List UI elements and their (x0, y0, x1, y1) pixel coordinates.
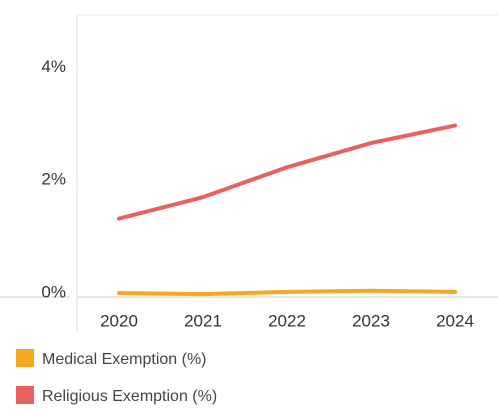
y-tick-label: 2% (41, 170, 66, 189)
y-tick-label: 0% (41, 282, 66, 301)
legend-label: Medical Exemption (%) (42, 351, 207, 368)
x-tick-label: 2021 (184, 311, 222, 330)
legend: Medical Exemption (%) Religious Exemption… (16, 349, 217, 405)
series-line (117, 288, 457, 297)
y-tick-label: 4% (41, 57, 66, 76)
legend-label: Religious Exemption (%) (42, 388, 217, 405)
legend-swatch (16, 349, 34, 367)
x-tick-label: 2022 (268, 311, 306, 330)
legend-swatch (16, 386, 34, 404)
x-tick-label: 2024 (436, 311, 474, 330)
x-tick-label: 2020 (100, 311, 138, 330)
series-line (117, 123, 457, 221)
x-tick-label: 2023 (352, 311, 390, 330)
